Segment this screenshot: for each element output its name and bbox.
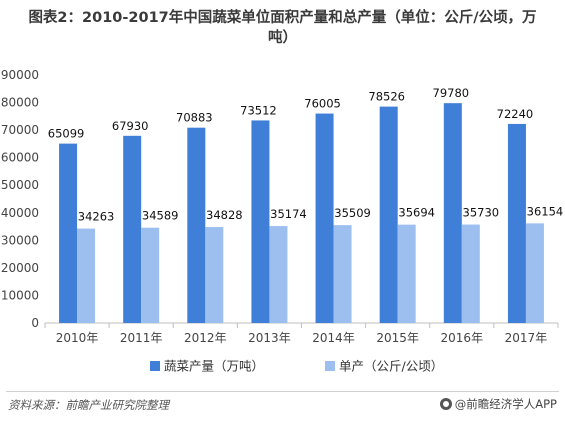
bar-yield <box>269 226 288 323</box>
data-label: 78526 <box>368 90 405 104</box>
chart-title-line2: 吨） <box>268 30 297 46</box>
chart-title: 图表2：2010-2017年中国蔬菜单位面积产量和总产量（单位：公斤/公顷，万 … <box>0 8 565 48</box>
x-tick-label: 2010年 <box>56 331 99 345</box>
bar-yield <box>141 227 160 323</box>
y-tick-label: 20000 <box>1 261 39 275</box>
y-tick-label: 60000 <box>1 151 39 165</box>
legend: 蔬菜产量（万吨） 单产（公斤/公顷） <box>150 359 443 374</box>
data-label: 70883 <box>176 111 213 125</box>
data-label: 36154 <box>527 204 564 218</box>
data-label: 34263 <box>78 210 115 224</box>
bar-output <box>59 143 78 323</box>
data-label: 67930 <box>112 119 149 133</box>
y-tick-label: 40000 <box>1 206 39 220</box>
data-labels: 65099 34263 67930 34589 70883 34828 73512 35174… <box>48 86 563 223</box>
y-tick-label: 70000 <box>1 123 39 137</box>
bar-output <box>187 127 206 324</box>
data-label: 34589 <box>142 209 179 223</box>
bar-chart: 0 10000 20000 30000 40000 50000 60000 70000 8000… <box>1 68 563 374</box>
bar-output <box>251 120 270 324</box>
data-label: 35694 <box>398 206 435 220</box>
bar-yield <box>77 228 96 323</box>
x-tick-label: 2011年 <box>120 331 163 345</box>
bars <box>59 103 544 324</box>
x-tick-label: 2012年 <box>184 331 227 345</box>
bar-yield <box>205 227 224 323</box>
data-label: 34828 <box>206 208 243 222</box>
footer-divider <box>6 391 559 392</box>
legend-label: 单产（公斤/公顷） <box>339 359 443 374</box>
bar-output <box>379 106 398 323</box>
legend-swatch <box>150 361 160 371</box>
legend-label: 蔬菜产量（万吨） <box>164 359 264 374</box>
brand-text: @前瞻经济学人APP <box>454 397 557 411</box>
x-tick-label: 2016年 <box>441 331 484 345</box>
x-tick-label: 2015年 <box>376 331 419 345</box>
logo-icon <box>439 398 452 410</box>
y-tick-label: 80000 <box>1 96 39 110</box>
data-label: 72240 <box>497 107 534 121</box>
y-tick-label: 0 <box>31 316 39 330</box>
bar-yield <box>525 223 544 323</box>
bar-yield <box>333 225 352 323</box>
bar-output <box>315 113 334 324</box>
y-tick-label: 30000 <box>1 233 39 247</box>
data-label: 65099 <box>48 127 85 141</box>
bar-yield <box>397 224 416 323</box>
data-label: 79780 <box>433 86 470 100</box>
y-tick-label: 10000 <box>1 288 39 302</box>
data-label: 35509 <box>334 206 371 220</box>
chart-title-line1: 图表2：2010-2017年中国蔬菜单位面积产量和总产量（单位：公斤/公顷，万 <box>28 10 537 26</box>
data-label: 35730 <box>463 206 500 220</box>
bar-output <box>443 103 462 324</box>
data-label: 73512 <box>240 103 277 117</box>
bar-yield <box>461 224 480 323</box>
y-tick-label: 50000 <box>1 178 39 192</box>
legend-swatch <box>325 361 335 371</box>
brand-credit: @前瞻经济学人APP <box>439 396 557 412</box>
source-note: 资料来源：前瞻产业研究院整理 <box>8 398 169 412</box>
x-axis: 2010年 2011年 2012年 2013年 2014年 2015年 2016年 2017年 <box>44 322 559 345</box>
data-label: 35174 <box>270 207 307 221</box>
x-tick-label: 2013年 <box>248 331 291 345</box>
y-tick-label: 90000 <box>1 68 39 82</box>
bar-output <box>507 123 526 324</box>
bar-output <box>123 135 142 323</box>
x-tick-label: 2014年 <box>312 331 355 345</box>
y-axis: 0 10000 20000 30000 40000 50000 60000 70000 8000… <box>1 68 39 330</box>
x-tick-label: 2017年 <box>505 331 548 345</box>
data-label: 76005 <box>304 97 341 111</box>
